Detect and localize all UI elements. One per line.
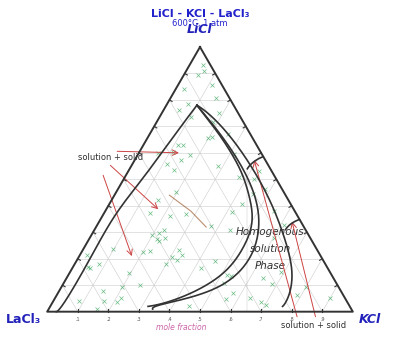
Text: Homogenous: Homogenous bbox=[236, 227, 305, 237]
Text: .6: .6 bbox=[228, 317, 233, 322]
Text: .5: .5 bbox=[198, 317, 202, 322]
Text: LiCl - KCl - LaCl₃: LiCl - KCl - LaCl₃ bbox=[151, 9, 249, 19]
Text: Phase: Phase bbox=[255, 261, 286, 271]
Text: 600°C, 1 atm: 600°C, 1 atm bbox=[172, 19, 228, 28]
Text: .2: .2 bbox=[106, 317, 111, 322]
Text: .4: .4 bbox=[167, 317, 172, 322]
Text: .7: .7 bbox=[259, 317, 264, 322]
Text: LaCl₃: LaCl₃ bbox=[6, 313, 41, 326]
Text: .3: .3 bbox=[136, 317, 141, 322]
Text: .9: .9 bbox=[320, 317, 324, 322]
Text: KCl: KCl bbox=[359, 313, 381, 326]
Text: LiCl: LiCl bbox=[187, 23, 213, 36]
Text: solution + solid: solution + solid bbox=[78, 153, 143, 162]
Text: .1: .1 bbox=[76, 317, 80, 322]
Text: solution + solid: solution + solid bbox=[280, 321, 346, 330]
Text: solution: solution bbox=[250, 244, 291, 254]
Text: mole fraction: mole fraction bbox=[156, 323, 207, 332]
Text: .8: .8 bbox=[289, 317, 294, 322]
